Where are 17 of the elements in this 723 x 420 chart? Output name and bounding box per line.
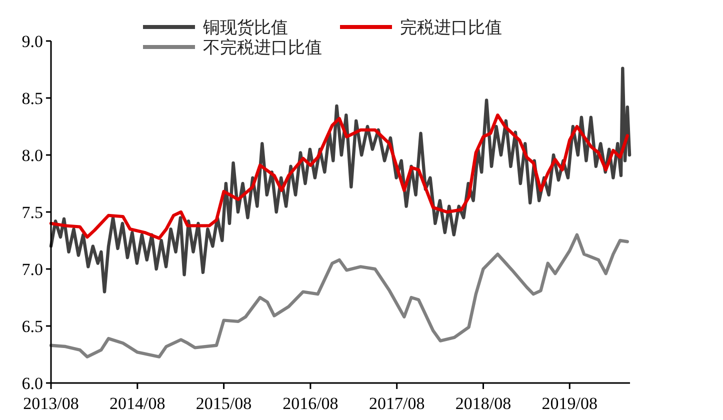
x-tick-label: 2016/08 <box>282 394 338 413</box>
legend-label: 不完税进口比值 <box>203 38 322 57</box>
y-tick-label: 8.0 <box>22 146 43 165</box>
x-tick-label: 2015/08 <box>196 394 252 413</box>
y-tick-label: 8.5 <box>22 89 43 108</box>
legend-label: 完税进口比值 <box>400 18 502 37</box>
legend-label: 铜现货比值 <box>202 18 288 37</box>
x-tick-label: 2013/08 <box>23 394 79 413</box>
y-tick-label: 7.0 <box>22 260 43 279</box>
x-tick-label: 2019/08 <box>542 394 598 413</box>
y-tick-label: 7.5 <box>22 203 43 222</box>
y-tick-label: 9.0 <box>22 32 43 51</box>
x-tick-label: 2018/08 <box>455 394 512 413</box>
x-tick-label: 2014/08 <box>110 394 166 413</box>
y-tick-label: 6.0 <box>22 374 43 393</box>
x-tick-label: 2017/08 <box>368 394 425 413</box>
y-tick-label: 6.5 <box>22 317 43 336</box>
